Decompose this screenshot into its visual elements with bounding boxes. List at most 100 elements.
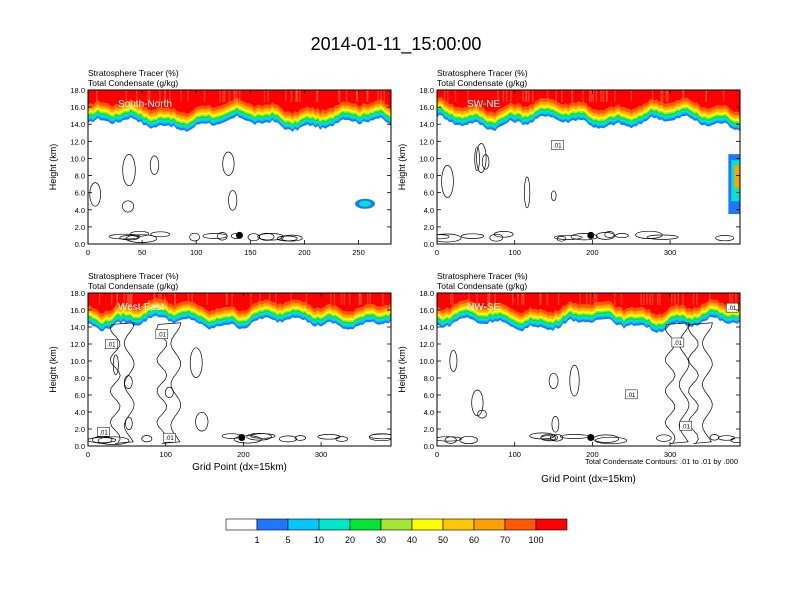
tracer-streak	[682, 90, 684, 102]
location-marker	[236, 231, 243, 239]
tracer-streak	[614, 90, 616, 102]
x-tick-label: 300	[315, 450, 328, 459]
contour-loop	[556, 236, 567, 242]
tracer-streak	[234, 90, 236, 102]
x-tick-label: 300	[664, 450, 677, 459]
figure-title: 2014-01-11_15:00:00	[311, 34, 482, 55]
tracer-streak	[356, 90, 358, 102]
tracer-streak	[153, 293, 156, 305]
tracer-streak	[110, 293, 113, 305]
tracer-streak	[348, 293, 351, 305]
tracer-streak	[224, 90, 226, 102]
colorbar-swatch	[318, 518, 351, 531]
x-tick-label: 0	[86, 248, 90, 257]
tracer-streak	[521, 293, 523, 305]
tracer-streak	[228, 90, 231, 102]
y-tick-label: 2.0	[424, 223, 434, 232]
tracer-streak	[613, 293, 616, 305]
colorbar-swatch	[535, 518, 568, 531]
x-tick-label: 200	[586, 450, 599, 459]
tracer-streak	[116, 293, 118, 305]
contour-loop	[474, 146, 480, 172]
tracer-streak	[600, 90, 602, 102]
tracer-streak	[222, 90, 224, 102]
tracer-level-10	[437, 90, 740, 114]
tracer-field	[88, 90, 391, 243]
y-tick-label: 16.0	[419, 306, 434, 315]
tracer-streak	[585, 293, 588, 305]
panel-3: Stratosphere Tracer (%)Total Condensate …	[48, 271, 392, 473]
x-tick-label: 100	[508, 248, 521, 257]
tracer-streak	[602, 90, 604, 102]
tracer-intrusion-core	[734, 165, 740, 189]
contour-label-box	[725, 302, 739, 313]
tracer-streak	[731, 293, 734, 305]
tracer-field: .01 .01 .01 .01	[437, 293, 740, 445]
tracer-streak	[595, 293, 598, 305]
contour-loop	[89, 182, 101, 207]
tracer-streak	[128, 293, 130, 305]
tracer-streak	[130, 293, 132, 305]
tracer-streak	[525, 90, 528, 102]
tracer-streak	[285, 90, 287, 102]
panel-header-tracer: Stratosphere Tracer (%)	[88, 68, 179, 78]
y-axis-label: Height (km)	[397, 346, 407, 393]
tracer-streak	[160, 293, 162, 305]
y-tick-label: 18.0	[419, 289, 434, 298]
panel-header-condensate: Total Condensate (g/kg)	[437, 281, 527, 291]
tracer-streak	[299, 90, 301, 102]
tracer-streak	[523, 293, 525, 305]
contour-loop	[150, 231, 171, 238]
tracer-streak	[571, 90, 573, 102]
tracer-streak	[674, 293, 676, 305]
contour-label-box	[671, 337, 685, 348]
tracer-streak	[579, 293, 581, 305]
tracer-streak	[729, 293, 731, 305]
tracer-streak	[231, 293, 233, 305]
contour-loop	[164, 386, 174, 398]
contour-loop	[635, 230, 663, 239]
tracer-streak	[660, 90, 662, 102]
y-tick-label: 10.0	[419, 154, 434, 163]
tracer-streak	[235, 90, 238, 102]
tracer-streak	[454, 90, 457, 102]
cross-section-name: NW-SE	[467, 302, 500, 313]
tracer-streak	[671, 293, 673, 305]
y-tick-label: 16.0	[70, 306, 85, 315]
tracer-streak	[259, 293, 261, 305]
y-tick-label: 10.0	[70, 357, 85, 366]
contour-label: .01	[681, 424, 690, 430]
tracer-streak	[98, 293, 101, 305]
x-axis-label: Grid Point (dx=15km)	[192, 462, 287, 473]
colorbar-label: 40	[407, 535, 417, 545]
contour-loop	[595, 232, 616, 240]
y-tick-label: 16.0	[419, 103, 434, 112]
contour-loop	[125, 234, 158, 243]
tracer-streak	[330, 293, 332, 305]
contour-loop	[189, 347, 203, 378]
tracer-streak	[497, 90, 499, 102]
plot-frame	[87, 89, 392, 245]
panel-header-condensate: Total Condensate (g/kg)	[88, 78, 178, 88]
x-tick-label: 150	[244, 248, 257, 257]
colorbar-label: 5	[285, 535, 290, 545]
colorbar-swatch	[225, 518, 258, 531]
tracer-streak	[187, 293, 190, 305]
tracer-streak	[136, 90, 138, 102]
contour-loop	[97, 436, 130, 445]
contour-loop	[441, 165, 454, 198]
y-tick-label: 12.0	[419, 137, 434, 146]
tracer-streak	[125, 90, 128, 102]
y-tick-label: 4.0	[75, 206, 85, 215]
contour-label-box	[679, 421, 692, 431]
contour-loop	[524, 176, 531, 209]
x-tick-label: 100	[508, 450, 521, 459]
tracer-streak	[343, 293, 346, 305]
panel-header-condensate: Total Condensate (g/kg)	[88, 281, 178, 291]
tracer-streak	[505, 90, 508, 102]
panel-header-tracer: Stratosphere Tracer (%)	[437, 271, 528, 281]
contour-footnote: Total Condensate Contours: .01 to .01 by…	[585, 457, 738, 466]
tracer-streak	[522, 90, 524, 102]
tracer-streak	[383, 90, 385, 102]
y-axis-label: Height (km)	[48, 144, 58, 191]
